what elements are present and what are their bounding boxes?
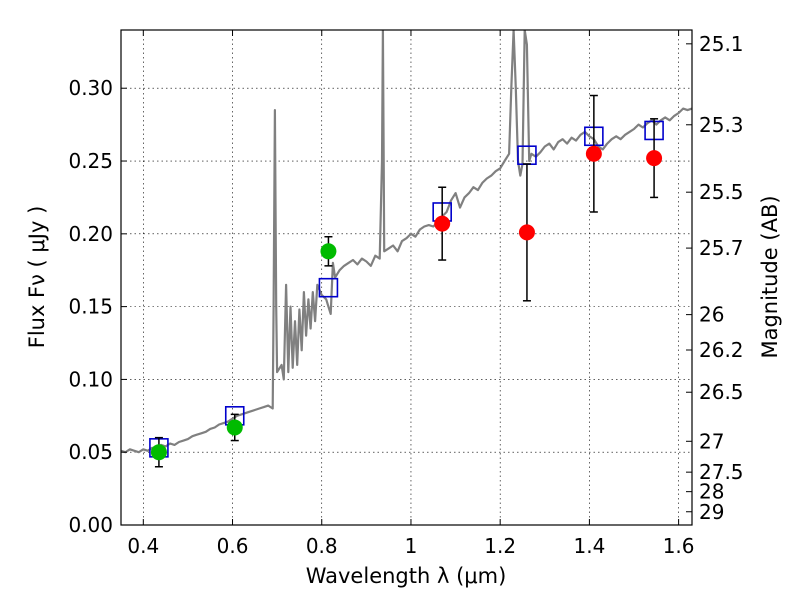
y2-tick-label: 28 <box>699 480 724 504</box>
y2-tick-label: 25.7 <box>699 236 744 260</box>
data-point <box>226 419 243 436</box>
data-point <box>646 150 663 167</box>
plot-area <box>121 30 692 468</box>
x-tick-label: 0.8 <box>306 534 338 558</box>
data-point <box>434 215 451 232</box>
y2-tick-label: 27 <box>699 429 724 453</box>
y2-tick-label: 25.5 <box>699 180 744 204</box>
x-tick-label: 1.6 <box>663 534 695 558</box>
model-photometry-square <box>318 277 339 298</box>
spectrum-line <box>121 30 692 454</box>
data-point <box>518 224 535 241</box>
x-tick-label: 1.4 <box>573 534 605 558</box>
y2-tick-label: 25.3 <box>699 113 744 137</box>
y-axis-label: Flux Fν ( μJy ) <box>25 206 49 349</box>
x-tick-label: 1.2 <box>484 534 516 558</box>
y-tick-label: 0.20 <box>68 222 113 246</box>
x-tick-label: 0.4 <box>127 534 159 558</box>
x-tick-label: 1 <box>405 534 418 558</box>
y-tick-label: 0.05 <box>68 440 113 464</box>
x-tick-label: 0.6 <box>217 534 249 558</box>
axes-ticks: 0.4 0.6 0.8 1 1.2 1.4 1.6 0.00 0.05 0.10 0.15 0.20 0… <box>68 30 744 558</box>
data-point <box>320 243 337 260</box>
y2-tick-label: 27.5 <box>699 460 744 484</box>
y-tick-label: 0.30 <box>68 76 113 100</box>
y-tick-label: 0.00 <box>68 513 113 537</box>
y2-tick-label: 25.1 <box>699 32 744 56</box>
data-point <box>150 444 167 461</box>
x-axis-label: Wavelength λ (μm) <box>306 564 507 588</box>
grid <box>121 30 692 526</box>
y-tick-label: 0.10 <box>68 367 113 391</box>
y2-tick-label: 29 <box>699 500 724 524</box>
y-tick-label: 0.25 <box>68 149 113 173</box>
y2-tick-label: 26 <box>699 303 724 327</box>
y2-tick-label: 26.5 <box>699 380 744 404</box>
data-point <box>585 145 602 162</box>
y2-axis-label: Magnitude (AB) <box>758 195 782 358</box>
y2-tick-label: 26.2 <box>699 338 744 362</box>
plot-frame <box>120 29 693 526</box>
y-tick-label: 0.15 <box>68 295 113 319</box>
plot-background <box>121 30 692 525</box>
